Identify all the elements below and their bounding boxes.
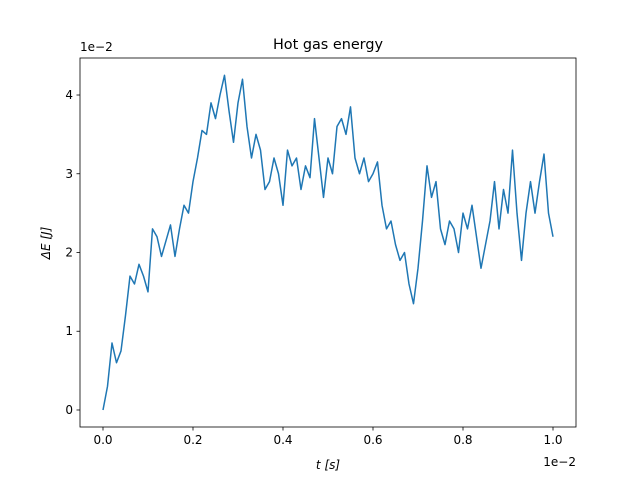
y-tick-label: 1	[65, 324, 73, 338]
x-tick-label: 0.8	[453, 433, 472, 447]
x-tick-label: 0.2	[183, 433, 202, 447]
y-tick-label: 3	[65, 167, 73, 181]
y-tick-label: 4	[65, 88, 73, 102]
x-offset: 1e−2	[543, 455, 576, 469]
y-tick-label: 2	[65, 246, 73, 260]
y-tick-label: 0	[65, 403, 73, 417]
x-tick-label: 1.0	[543, 433, 562, 447]
x-axis-label: t [s]	[316, 458, 340, 472]
chart-title: Hot gas energy	[273, 37, 383, 53]
line-series	[102, 74, 554, 411]
x-tick-label: 0.4	[273, 433, 292, 447]
x-tick-label: 0.6	[363, 433, 382, 447]
plot-frame	[79, 57, 577, 428]
y-axis-label: ΔE [J]	[39, 226, 53, 260]
y-offset: 1e−2	[80, 40, 113, 54]
x-tick-label: 0.0	[93, 433, 112, 447]
